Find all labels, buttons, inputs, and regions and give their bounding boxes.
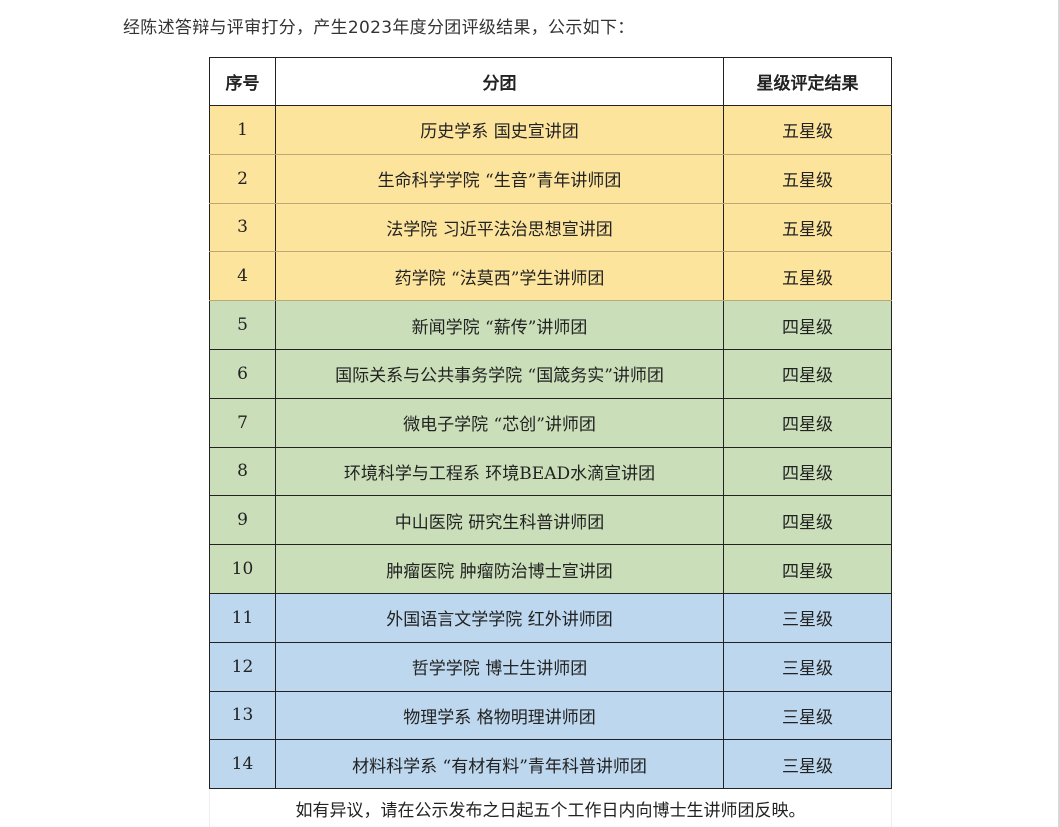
cell-team: 外国语言文学学院 红外讲师团 xyxy=(275,592,724,643)
cell-rating: 五星级 xyxy=(723,251,892,302)
cell-no: 10 xyxy=(209,544,276,594)
table-header: 序号 分团 星级评定结果 xyxy=(209,57,892,106)
cell-no: 2 xyxy=(209,153,276,204)
table-row: 13 物理学系 格物明理讲师团 三星级 xyxy=(209,690,892,741)
rating-table: 序号 分团 星级评定结果 1 历史学系 国史宣讲团 五星级 2 生命科学学院 “生音”青… xyxy=(209,57,892,827)
cell-team: 新闻学院 “薪传”讲师团 xyxy=(275,300,724,350)
intro-text: 经陈述答辩与评审打分，产生2023年度分团评级结果，公示如下： xyxy=(123,18,635,38)
header-no: 序号 xyxy=(209,57,276,106)
table-row: 5 新闻学院 “薪传”讲师团 四星级 xyxy=(209,300,892,350)
table-row: 12 哲学学院 博士生讲师团 三星级 xyxy=(209,641,892,692)
table-row: 4 药学院 “法莫西”学生讲师团 五星级 xyxy=(209,251,892,302)
cell-no: 6 xyxy=(209,348,276,399)
cell-team: 中山医院 研究生科普讲师团 xyxy=(275,495,724,546)
cell-no: 8 xyxy=(209,446,276,497)
cell-rating: 五星级 xyxy=(723,105,892,155)
table-row: 1 历史学系 国史宣讲团 五星级 xyxy=(209,105,892,155)
table-row: 9 中山医院 研究生科普讲师团 四星级 xyxy=(209,495,892,546)
cell-rating: 三星级 xyxy=(723,739,892,790)
cell-rating: 四星级 xyxy=(723,495,892,546)
note-row: 如有异议，请在公示发布之日起五个工作日内向博士生讲师团反映。 xyxy=(209,788,892,827)
table-row: 10 肿瘤医院 肿瘤防治博士宣讲团 四星级 xyxy=(209,544,892,594)
header-team: 分团 xyxy=(275,57,724,106)
cell-no: 5 xyxy=(209,300,276,350)
cell-rating: 四星级 xyxy=(723,544,892,594)
table-row: 3 法学院 习近平法治思想宣讲团 五星级 xyxy=(209,202,892,253)
cell-rating: 三星级 xyxy=(723,690,892,741)
table-row: 7 微电子学院 “芯创”讲师团 四星级 xyxy=(209,397,892,448)
table-row: 6 国际关系与公共事务学院 “国箴务实”讲师团 四星级 xyxy=(209,348,892,399)
cell-no: 7 xyxy=(209,397,276,448)
cell-no: 3 xyxy=(209,202,276,253)
table-row: 11 外国语言文学学院 红外讲师团 三星级 xyxy=(209,592,892,643)
cell-team: 国际关系与公共事务学院 “国箴务实”讲师团 xyxy=(275,348,724,399)
cell-no: 11 xyxy=(209,592,276,643)
cell-rating: 四星级 xyxy=(723,397,892,448)
cell-rating: 三星级 xyxy=(723,592,892,643)
cell-rating: 四星级 xyxy=(723,300,892,350)
cell-no: 12 xyxy=(209,641,276,692)
note-text: 如有异议，请在公示发布之日起五个工作日内向博士生讲师团反映。 xyxy=(209,788,892,827)
header-rating: 星级评定结果 xyxy=(723,57,892,106)
cell-no: 9 xyxy=(209,495,276,546)
cell-team: 药学院 “法莫西”学生讲师团 xyxy=(275,251,724,302)
cell-no: 14 xyxy=(209,739,276,790)
table-row: 2 生命科学学院 “生音”青年讲师团 五星级 xyxy=(209,153,892,204)
cell-team: 物理学系 格物明理讲师团 xyxy=(275,690,724,741)
cell-team: 法学院 习近平法治思想宣讲团 xyxy=(275,202,724,253)
cell-team: 生命科学学院 “生音”青年讲师团 xyxy=(275,153,724,204)
cell-team: 环境科学与工程系 环境BEAD水滴宣讲团 xyxy=(275,446,724,497)
cell-team: 肿瘤医院 肿瘤防治博士宣讲团 xyxy=(275,544,724,594)
table-row: 14 材料科学系 “有材有料”青年科普讲师团 三星级 xyxy=(209,739,892,790)
cell-rating: 四星级 xyxy=(723,348,892,399)
cell-team: 微电子学院 “芯创”讲师团 xyxy=(275,397,724,448)
cell-rating: 三星级 xyxy=(723,641,892,692)
cell-team: 材料科学系 “有材有料”青年科普讲师团 xyxy=(275,739,724,790)
cell-rating: 四星级 xyxy=(723,446,892,497)
table-row: 8 环境科学与工程系 环境BEAD水滴宣讲团 四星级 xyxy=(209,446,892,497)
cell-rating: 五星级 xyxy=(723,153,892,204)
cell-no: 13 xyxy=(209,690,276,741)
cell-rating: 五星级 xyxy=(723,202,892,253)
scrollbar[interactable] xyxy=(1058,0,1060,827)
cell-team: 历史学系 国史宣讲团 xyxy=(275,105,724,155)
cell-no: 4 xyxy=(209,251,276,302)
cell-team: 哲学学院 博士生讲师团 xyxy=(275,641,724,692)
cell-no: 1 xyxy=(209,105,276,155)
